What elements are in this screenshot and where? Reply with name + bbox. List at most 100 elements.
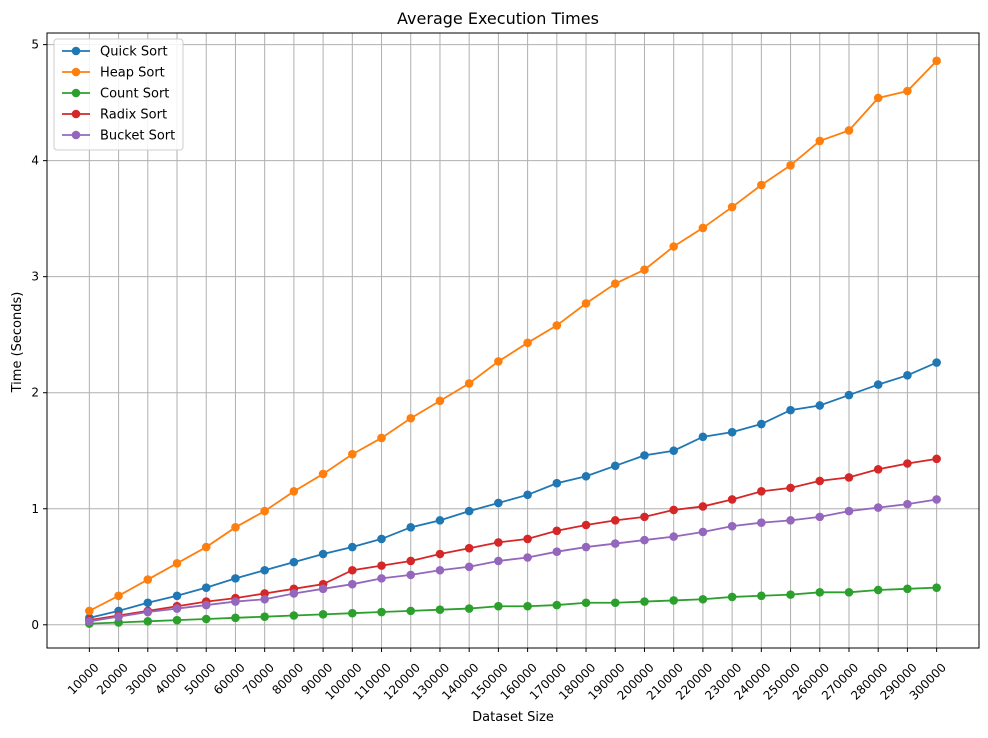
data-point [318,549,328,559]
data-point [435,396,445,406]
data-point [903,86,912,96]
plot-frame [46,32,980,649]
data-point [669,596,678,605]
series-lines [85,56,941,628]
legend-item: Radix Sort [62,108,167,123]
data-point [932,358,941,367]
series-line [89,586,937,625]
data-point [610,539,620,548]
data-point [435,516,445,525]
data-point [464,562,474,572]
data-point [786,590,795,599]
data-point [844,126,854,135]
legend: Quick Sort Heap Sort Count Sort Radix Sort B… [53,38,184,151]
data-point [435,565,445,575]
data-point [494,601,503,611]
legend-item: Heap Sort [62,66,165,81]
legend-label: Count Sort [100,87,169,102]
data-point [640,451,649,460]
data-point [464,604,474,613]
data-point [552,526,562,536]
data-point [260,594,269,604]
data-point [757,180,766,190]
data-point [289,611,299,620]
data-point [727,427,737,437]
data-point [348,542,357,552]
data-point [552,600,562,610]
data-point [873,93,883,103]
data-point [289,589,299,598]
data-point [406,570,416,580]
legend-item: Bucket Sort [62,129,175,144]
data-point [201,600,211,610]
data-point [377,433,386,443]
data-point [844,506,854,516]
data-point [85,617,94,626]
data-point [698,594,708,604]
data-point [581,520,591,530]
series-line [88,60,938,612]
data-point [406,556,416,566]
series-line [89,498,937,623]
legend-marker [71,88,81,98]
data-point [552,321,562,330]
data-point [348,608,357,618]
data-point [143,575,153,584]
data-point [377,607,386,617]
legend-item: Quick Sort [62,45,168,60]
data-point [727,202,737,212]
legend-label: Heap Sort [100,66,165,81]
legend-item: Count Sort [62,87,169,102]
data-point [698,432,708,442]
data-point [172,558,182,568]
data-point [873,503,883,512]
data-point [873,585,883,595]
data-point [348,565,357,575]
data-point [464,543,474,553]
data-point [581,299,591,308]
legend-box [53,38,184,151]
y-tick-label: 4 [31,154,39,168]
data-point [289,557,299,567]
data-point [786,405,795,415]
data-point [757,518,766,527]
data-point [260,612,269,621]
data-point [114,612,123,621]
data-point [494,538,503,547]
y-tick-label: 1 [31,502,39,516]
data-point [231,613,240,623]
data-point [172,591,182,601]
data-point [201,542,211,552]
data-point [231,597,240,606]
data-point [581,598,591,608]
data-point [903,371,912,380]
data-point [786,516,795,525]
data-point [406,523,416,532]
data-point [143,598,153,608]
data-point [143,607,153,617]
data-point [844,390,854,400]
data-point [494,357,503,366]
data-point [698,527,708,537]
data-point [377,574,386,583]
data-point [348,449,357,459]
data-point [523,490,532,500]
data-point [201,583,211,592]
data-point [581,471,591,481]
data-point [844,473,854,482]
data-point [201,614,211,624]
y-axis-label: Time (Seconds) [10,292,25,394]
data-point [523,338,532,348]
x-axis-label: Dataset Size [472,710,554,725]
data-point [610,461,620,471]
data-point [260,565,269,575]
data-point [523,601,532,611]
data-point [815,476,825,486]
data-point [260,506,269,516]
data-point [114,591,123,601]
data-point [786,483,795,493]
data-point [406,413,416,423]
data-point [435,605,445,615]
